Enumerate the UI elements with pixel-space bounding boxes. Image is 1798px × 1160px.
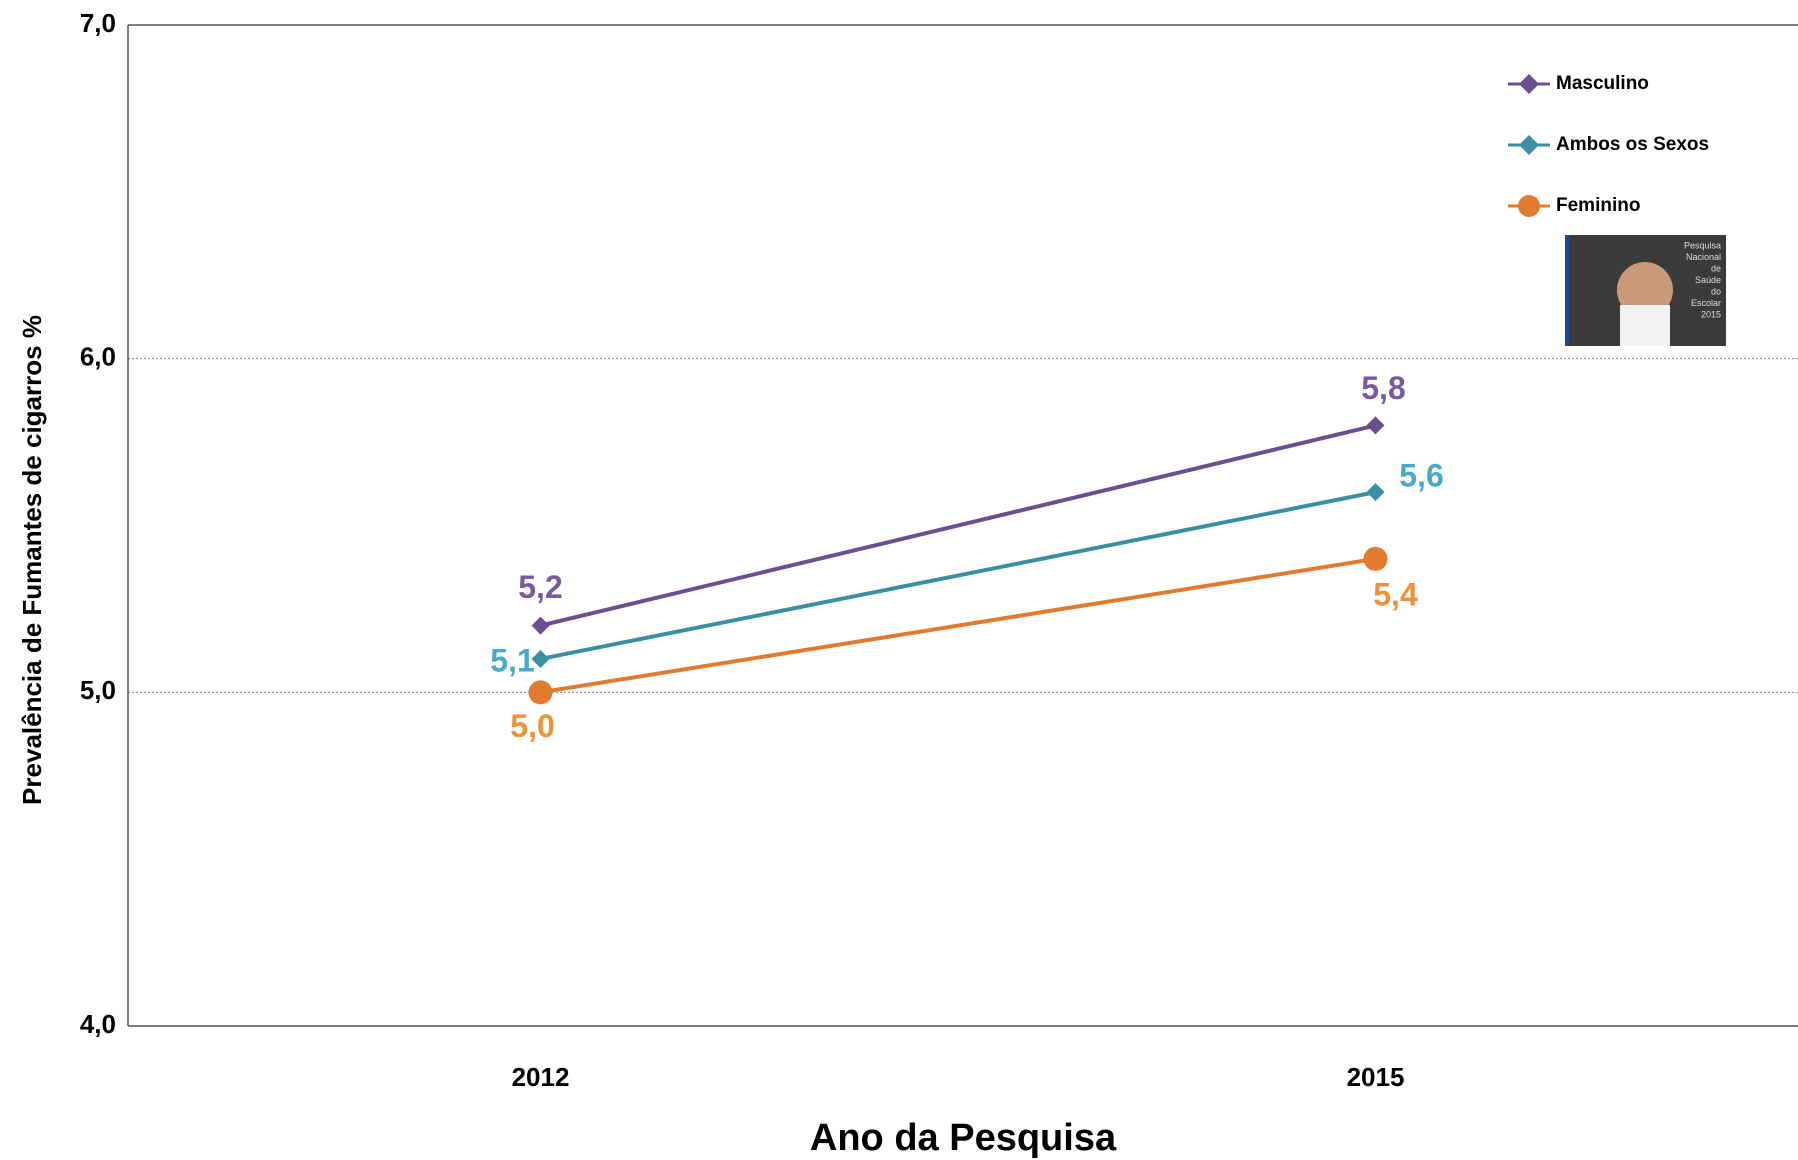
inset-text: Escolar [1691, 298, 1721, 308]
data-label: 5,8 [1361, 370, 1405, 406]
inset-figure [1620, 305, 1670, 346]
data-point [529, 680, 553, 704]
inset-text: 2015 [1701, 309, 1721, 319]
data-point [1367, 416, 1385, 434]
inset-text: de [1711, 263, 1721, 273]
series-line [541, 492, 1376, 659]
legend-label: Feminino [1556, 195, 1640, 216]
legend-marker [1518, 195, 1540, 217]
series-line [541, 559, 1376, 692]
data-label: 5,0 [510, 708, 554, 744]
legend-marker [1519, 74, 1539, 94]
legend-label: Masculino [1556, 73, 1649, 94]
data-point [1364, 547, 1388, 571]
data-label: 5,6 [1399, 458, 1443, 494]
chart: Prevalência de Fumantes de cigarros % An… [0, 0, 1798, 1160]
inset-edge [1565, 235, 1569, 346]
y-axis-title: Prevalência de Fumantes de cigarros % [17, 315, 47, 805]
series-line [541, 425, 1376, 625]
y-tick-label: 4,0 [80, 1009, 116, 1039]
x-tick-label: 2015 [1347, 1062, 1405, 1092]
inset-text: Nacional [1686, 252, 1721, 262]
data-point [1367, 483, 1385, 501]
data-label: 5,1 [490, 642, 534, 678]
legend-marker [1519, 135, 1539, 155]
data-point [532, 617, 550, 635]
y-tick-label: 6,0 [80, 342, 116, 372]
x-tick-label: 2012 [512, 1062, 570, 1092]
inset-text: Saúde [1695, 275, 1721, 285]
y-tick-label: 5,0 [80, 675, 116, 705]
data-label: 5,4 [1373, 576, 1418, 612]
data-label: 5,2 [518, 569, 562, 605]
legend-label: Ambos os Sexos [1556, 134, 1709, 155]
inset-text: do [1711, 286, 1721, 296]
y-tick-label: 7,0 [80, 8, 116, 38]
x-axis-title: Ano da Pesquisa [810, 1117, 1117, 1159]
inset-text: Pesquisa [1684, 240, 1721, 250]
